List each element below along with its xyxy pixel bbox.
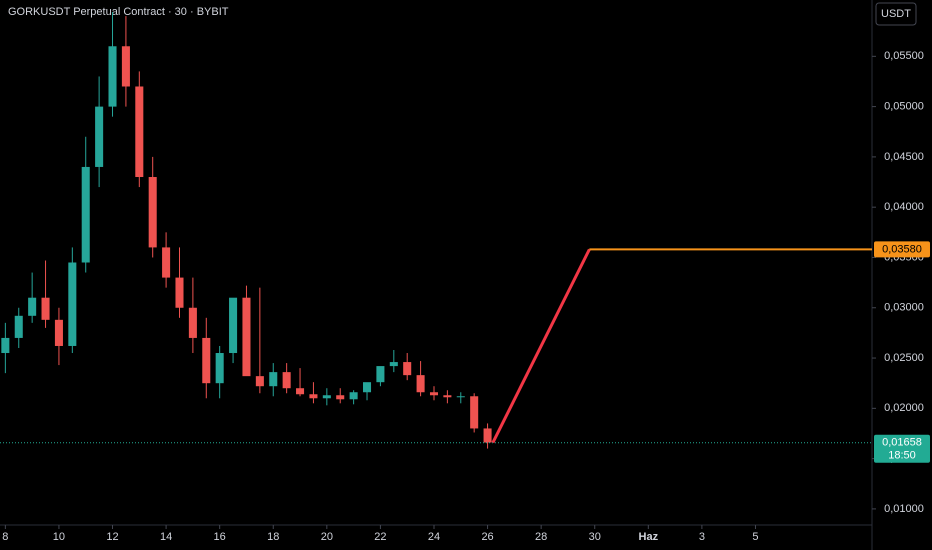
candle-body [41,297,50,320]
projection-line [491,248,591,444]
candle-body [148,177,157,248]
candle-body [255,376,264,387]
candle-body [282,372,291,389]
x-tick-label: 24 [428,531,440,543]
countdown-label: 18:50 [888,450,916,462]
candle-body [336,395,345,400]
candle-body [322,395,331,399]
candle-body [121,46,130,87]
candle-body [108,46,117,107]
x-tick-label: 3 [699,531,705,543]
x-tick-label: 20 [321,531,333,543]
candle-body [362,382,372,393]
currency-label[interactable]: USDT [881,8,911,20]
y-tick-label: 0,04500 [884,151,924,163]
y-tick-label: 0,01000 [884,503,924,515]
x-tick-label: 30 [589,531,601,543]
y-tick-label: 0,03000 [884,302,924,314]
candle-body [202,337,211,384]
currency-button[interactable] [875,2,917,26]
candle-body [296,388,305,395]
candle-body [403,362,412,376]
candle-body [162,247,171,278]
y-tick-label: 0,05000 [884,101,924,113]
x-tick-label: 22 [374,531,386,543]
target-label: 0,03580 [882,243,922,255]
candle-body [456,396,465,398]
x-tick-label: Haz [639,531,659,543]
candle-body [416,375,425,393]
candle-body [188,307,197,338]
x-tick-label: 12 [106,531,118,543]
candle-body [215,353,224,384]
last-price-label: 0,01658 [882,437,922,449]
candle-body [443,395,452,398]
candle-body [242,297,251,377]
candle-body [28,297,37,316]
candle-body [376,366,385,383]
y-tick-label: 0,02000 [884,402,924,414]
candle-body [349,392,358,400]
candle-body [95,106,104,167]
x-tick-label: 26 [481,531,493,543]
candle-body [429,392,439,396]
x-tick-label: 14 [160,531,172,543]
candle-body [470,396,479,429]
x-tick-label: 10 [53,531,65,543]
candle-body [14,315,23,338]
x-tick-label: 28 [535,531,547,543]
candle-body [389,362,398,367]
candle-body [483,428,492,443]
candle-body [269,372,278,387]
x-tick-label: 8 [2,531,8,543]
candle-body [68,262,77,346]
candle-body [81,166,90,263]
target-tag [874,241,930,258]
x-tick-label: 5 [752,531,758,543]
y-tick-label: 0,04000 [884,201,924,213]
candle-body [175,277,184,308]
candle-body [1,337,10,354]
last-price-tag [874,434,930,463]
candle-body [135,86,144,178]
x-tick-label: 16 [214,531,226,543]
y-tick-label: 0,02500 [884,352,924,364]
candle-body [54,319,63,346]
candle-body [309,394,318,399]
y-tick-label: 0,05500 [884,50,924,62]
candle-body [229,297,238,354]
x-tick-label: 18 [267,531,279,543]
chart-title: GORKUSDT Perpetual Contract · 30 · BYBIT [8,6,229,18]
